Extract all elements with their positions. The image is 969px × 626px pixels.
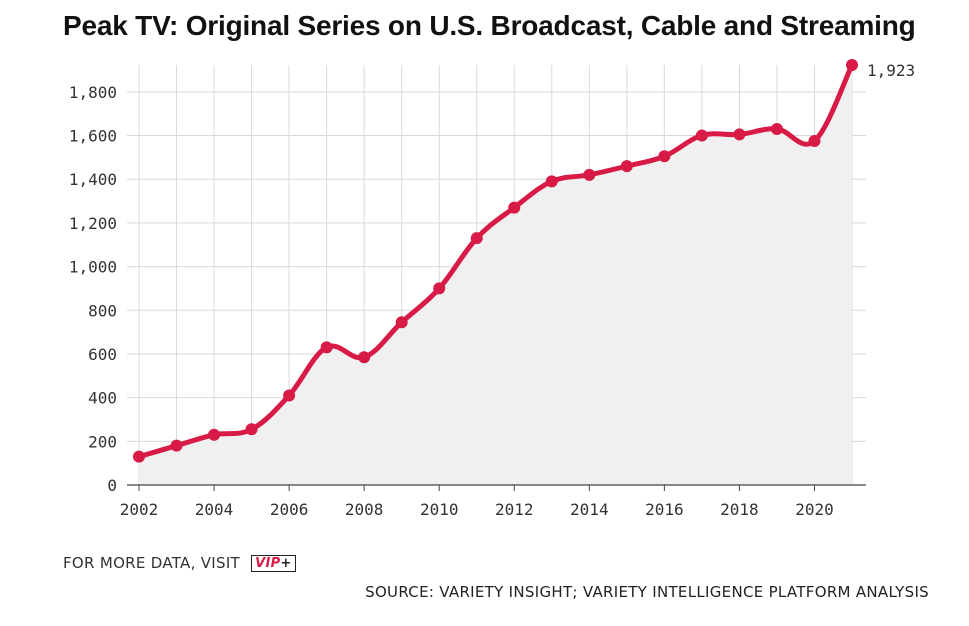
vip-plus-sign: + <box>280 556 292 571</box>
tick-labels: 0 200 400 600 800 1,000 1,200 1,400 1,600 1,800 20… <box>69 61 915 519</box>
data-point <box>133 450 145 463</box>
y-tick-label: 1,200 <box>69 214 117 233</box>
x-tick-label: 2006 <box>270 500 309 519</box>
x-tick-label: 2012 <box>495 500 534 519</box>
y-tick-label: 1,000 <box>69 258 117 277</box>
y-tick-label: 1,400 <box>69 170 117 189</box>
data-point <box>170 439 183 452</box>
y-tick-label: 600 <box>88 345 117 364</box>
data-points <box>133 58 858 463</box>
data-point <box>470 232 483 245</box>
vip-plus-link[interactable]: VIP+ <box>251 555 296 572</box>
data-point <box>283 389 296 402</box>
x-tick-label: 2010 <box>420 500 459 519</box>
data-point <box>433 282 446 295</box>
line-area-chart: 0 200 400 600 800 1,000 1,200 1,400 1,600 1,800 20… <box>69 58 915 519</box>
more-data-note: FOR MORE DATA, VISIT VIP+ <box>63 554 296 572</box>
data-point <box>208 428 221 441</box>
area-fill <box>139 64 852 485</box>
series-area <box>139 64 852 485</box>
x-tick-label: 2016 <box>645 500 684 519</box>
data-label: 1,923 <box>867 61 915 80</box>
data-point <box>770 122 783 135</box>
y-tick-label: 800 <box>88 301 117 320</box>
data-point <box>358 351 371 364</box>
x-tick-label: 2020 <box>795 500 834 519</box>
x-tick-label: 2018 <box>720 500 759 519</box>
data-point <box>658 150 671 163</box>
data-point <box>395 316 408 329</box>
data-point <box>695 129 708 142</box>
data-point <box>545 175 558 188</box>
data-point <box>620 160 633 173</box>
data-point <box>320 341 333 354</box>
x-tick-label: 2014 <box>570 500 609 519</box>
data-point <box>508 201 521 214</box>
y-tick-label: 200 <box>88 432 117 451</box>
x-tick-label: 2008 <box>345 500 384 519</box>
y-tick-label: 0 <box>107 476 117 495</box>
chart-title: Peak TV: Original Series on U.S. Broadca… <box>63 10 916 41</box>
x-tick-label: 2004 <box>195 500 234 519</box>
more-data-text: FOR MORE DATA, VISIT <box>63 554 241 572</box>
axes <box>127 484 866 491</box>
x-tick-label: 2002 <box>120 500 159 519</box>
data-point <box>583 168 596 181</box>
y-tick-label: 400 <box>88 389 117 408</box>
data-point <box>733 128 746 141</box>
data-point <box>245 423 258 436</box>
vip-label: VIP <box>255 556 281 571</box>
data-point <box>808 134 821 147</box>
y-tick-label: 1,600 <box>69 127 117 146</box>
source-note: SOURCE: VARIETY INSIGHT; VARIETY INTELLI… <box>365 583 929 601</box>
data-point <box>846 58 858 71</box>
y-tick-label: 1,800 <box>69 83 117 102</box>
